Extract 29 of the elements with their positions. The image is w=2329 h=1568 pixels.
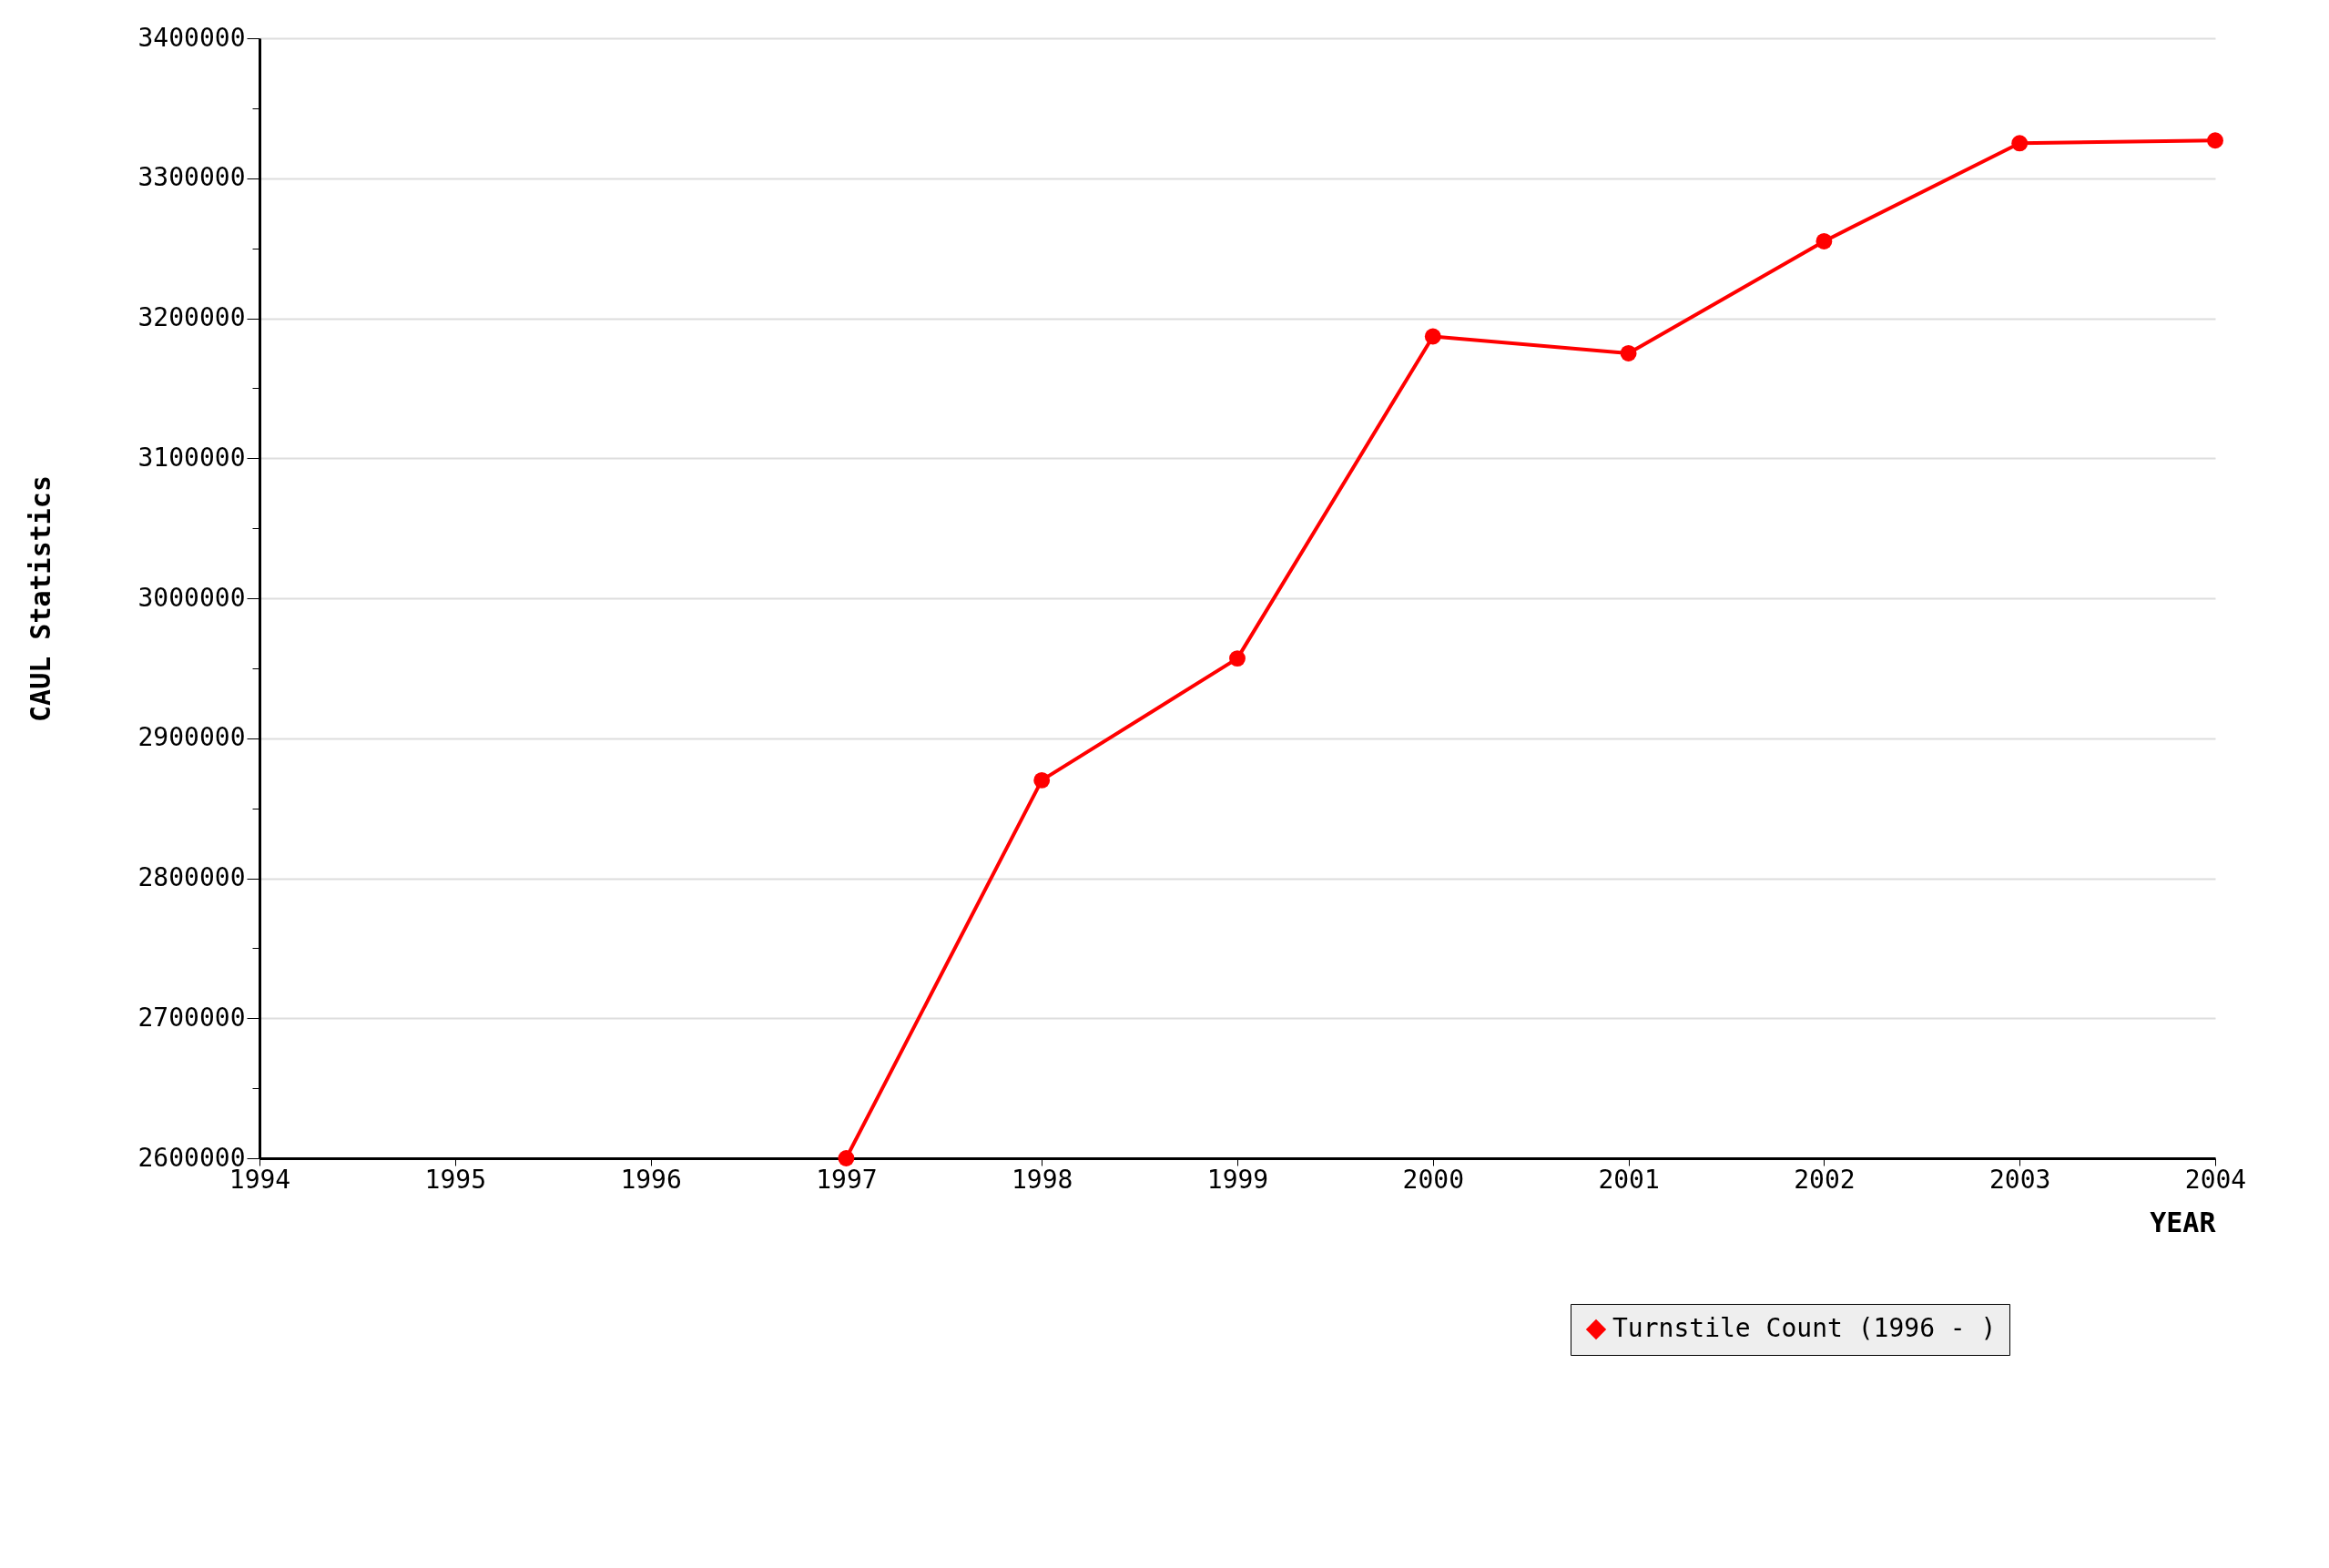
point — [838, 1150, 855, 1166]
x-tick-label: 1996 — [620, 1164, 682, 1195]
point — [1033, 771, 1051, 789]
x-tick-label: 1998 — [1011, 1164, 1073, 1195]
x-axis-title: YEAR — [2150, 1206, 2217, 1238]
y-tick-label: 2900000 — [137, 722, 246, 753]
point — [1229, 650, 1246, 667]
y-tick-label: 3100000 — [137, 442, 246, 473]
x-tick-label: 2000 — [1402, 1164, 1465, 1195]
y-tick-label: 2800000 — [137, 862, 246, 892]
legend-label: Turnstile Count (1996 - ) — [1612, 1313, 1997, 1343]
x-tick-label: 2004 — [2184, 1164, 2247, 1195]
x-tick-label: 1999 — [1206, 1164, 1269, 1195]
y-tick-label: 3200000 — [137, 302, 246, 332]
point — [2011, 135, 2029, 152]
x-tick-label: 2003 — [1988, 1164, 2051, 1195]
x-tick-label: 2001 — [1598, 1164, 1660, 1195]
x-tick-label: 1997 — [816, 1164, 878, 1195]
y-tick-label: 2700000 — [137, 1002, 246, 1033]
point — [2207, 132, 2223, 149]
y-tick-label: 3400000 — [137, 22, 246, 53]
y-axis-title: CAUL Statistics — [25, 475, 57, 722]
point — [1424, 328, 1441, 345]
x-tick-label: 1995 — [424, 1164, 487, 1195]
point — [1620, 345, 1637, 361]
y-tick-label: 3000000 — [137, 582, 246, 613]
point — [1815, 233, 1833, 249]
y-tick-label: 3300000 — [137, 162, 246, 193]
x-tick-label: 2002 — [1794, 1164, 1856, 1195]
